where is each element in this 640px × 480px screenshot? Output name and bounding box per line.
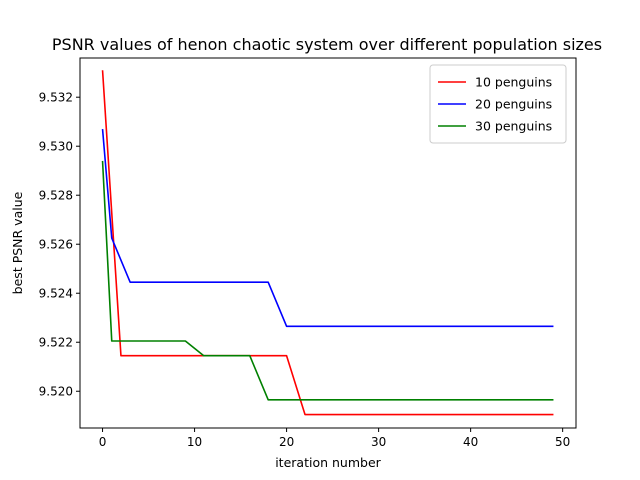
x-tick-label: 10 (187, 435, 202, 449)
series-line-2 (101, 128, 554, 328)
legend-label-2: 20 penguins (475, 97, 552, 112)
y-axis-ticks: 9.520 9.522 9.524 9.526 9.528 9.530 9.532 (39, 91, 80, 399)
x-tick-label: 0 (99, 435, 107, 449)
legend-frame (429, 64, 567, 144)
y-tick-label: 9.528 (39, 189, 73, 203)
x-tick-label: 30 (371, 435, 386, 449)
y-tick-label: 9.524 (39, 287, 73, 301)
series-line-3 (101, 160, 554, 401)
legend-label-1: 10 penguins (475, 75, 552, 90)
y-tick-label: 9.532 (39, 91, 73, 105)
axes-frame (79, 57, 577, 429)
series-line-1 (101, 70, 554, 416)
y-tick-label: 9.520 (39, 385, 73, 399)
y-tick-label: 9.522 (39, 336, 73, 350)
x-tick-label: 50 (555, 435, 570, 449)
x-axis-label: iteration number (275, 455, 381, 470)
y-tick-label: 9.530 (39, 140, 73, 154)
chart-title: PSNR values of henon chaotic system over… (52, 35, 602, 54)
x-axis-ticks: 0 10 20 30 40 50 (99, 428, 570, 449)
x-tick-label: 40 (463, 435, 478, 449)
y-axis-label: best PSNR value (10, 191, 25, 294)
legend-label-3: 30 penguins (475, 119, 552, 134)
y-tick-label: 9.526 (39, 238, 73, 252)
x-tick-label: 20 (279, 435, 294, 449)
plot-area (101, 70, 554, 416)
legend: 10 penguins 20 penguins 30 penguins (429, 64, 567, 144)
